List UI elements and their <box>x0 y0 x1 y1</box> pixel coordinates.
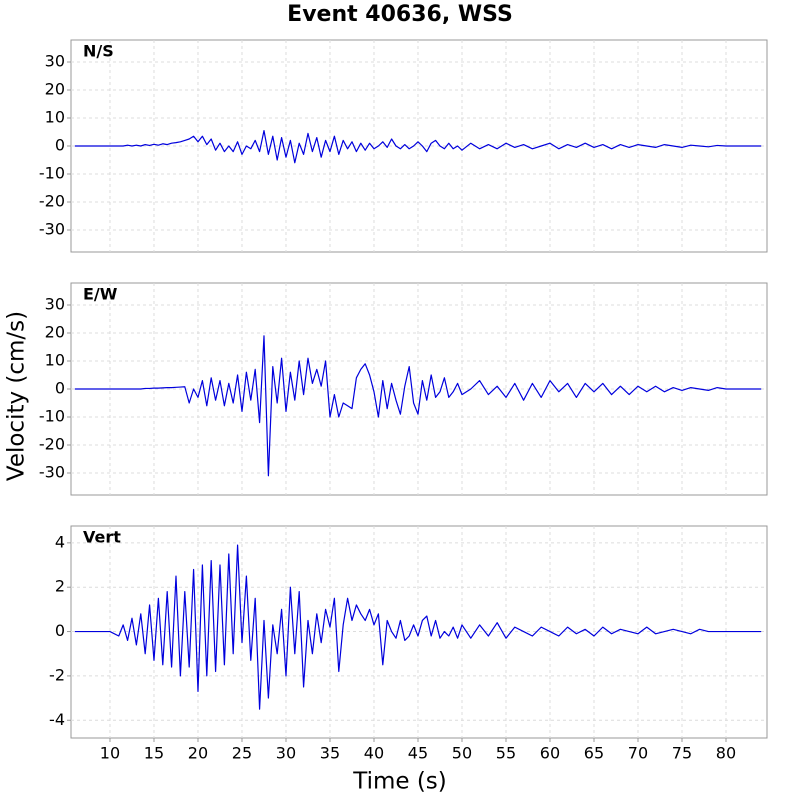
y-tick-label: -10 <box>39 163 65 182</box>
panel-label: Vert <box>83 528 121 547</box>
x-axis-label: Time (s) <box>352 769 447 795</box>
y-tick-label: -20 <box>39 191 65 210</box>
y-tick-label: 20 <box>45 323 65 342</box>
x-tick-label: 25 <box>232 744 252 763</box>
panel-label: E/W <box>83 285 118 304</box>
x-tick-label: 70 <box>628 744 648 763</box>
waveform <box>74 130 762 164</box>
x-tick-label: 80 <box>716 744 736 763</box>
y-tick-label: -4 <box>49 710 65 729</box>
y-tick-label: -20 <box>39 434 65 453</box>
y-tick-label: 0 <box>55 621 65 640</box>
x-tick-label: 15 <box>144 744 164 763</box>
x-tick-label: 60 <box>540 744 560 763</box>
y-tick-label: 0 <box>55 379 65 398</box>
y-tick-label: -30 <box>39 219 65 238</box>
x-tick-label: 20 <box>188 744 208 763</box>
x-tick-label: 65 <box>584 744 604 763</box>
y-axis-label: Velocity (cm/s) <box>4 311 30 481</box>
y-tick-label: 30 <box>45 52 65 71</box>
y-tick-label: 10 <box>45 351 65 370</box>
x-tick-label: 30 <box>276 744 296 763</box>
x-tick-label: 50 <box>452 744 472 763</box>
waveform <box>74 335 762 477</box>
waveform <box>74 544 762 710</box>
y-tick-label: -2 <box>49 665 65 684</box>
x-tick-label: 75 <box>672 744 692 763</box>
panel-label: N/S <box>83 42 114 61</box>
y-tick-label: 30 <box>45 295 65 314</box>
y-tick-label: -30 <box>39 462 65 481</box>
y-tick-label: -10 <box>39 406 65 425</box>
x-tick-label: 40 <box>364 744 384 763</box>
y-tick-label: 10 <box>45 108 65 127</box>
y-tick-label: 4 <box>55 532 65 551</box>
x-tick-label: 10 <box>100 744 120 763</box>
y-tick-label: 2 <box>55 577 65 596</box>
y-tick-label: 20 <box>45 80 65 99</box>
x-tick-label: 55 <box>496 744 516 763</box>
figure-title: Event 40636, WSS <box>287 2 513 27</box>
x-tick-label: 35 <box>320 744 340 763</box>
y-tick-label: 0 <box>55 136 65 155</box>
x-tick-label: 45 <box>408 744 428 763</box>
